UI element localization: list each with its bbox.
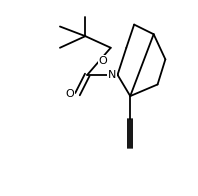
Text: O: O	[99, 56, 107, 66]
Text: O: O	[66, 89, 74, 99]
Text: N: N	[108, 70, 116, 80]
